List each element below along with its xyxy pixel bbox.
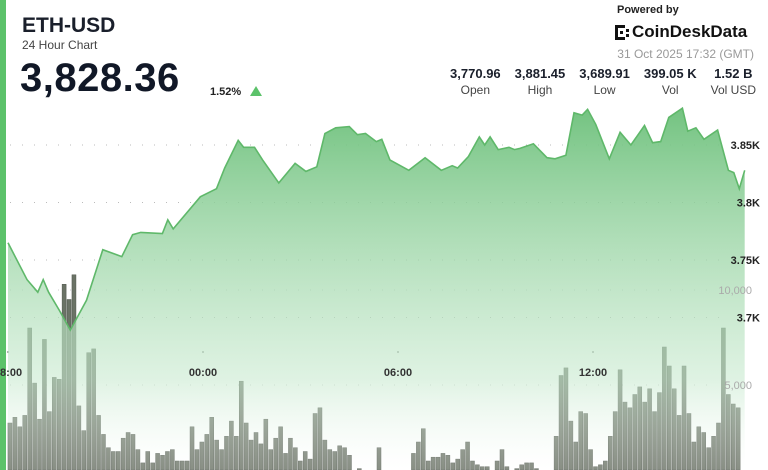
stat-value: 399.05 K: [643, 66, 697, 81]
stat-vol: 399.05 K Vol: [644, 66, 697, 97]
stat-open: 3,770.96 Open: [450, 66, 501, 97]
volume-tick-label: 10,000: [718, 285, 752, 297]
stat-value: 1.52 B: [714, 66, 753, 81]
brand-logo: CoinDeskData: [615, 22, 747, 42]
chart-subtitle: 24 Hour Chart: [22, 38, 98, 52]
timestamp: 31 Oct 2025 17:32 (GMT): [617, 47, 754, 61]
x-tick-label: 06:00: [384, 367, 412, 379]
y-tick-label: 3.8K: [737, 198, 760, 210]
coindesk-logo-icon: [615, 24, 629, 40]
stat-label: Low: [593, 83, 616, 97]
stat-label: Vol: [661, 83, 679, 97]
powered-by: Powered by: [617, 4, 679, 16]
stat-low: 3,689.91 Low: [579, 66, 630, 97]
current-price: 3,828.36: [20, 56, 180, 100]
brand-name: CoinDeskData: [632, 22, 748, 41]
y-tick-label: 3.75K: [731, 255, 760, 267]
x-tick-label: 00:00: [189, 367, 217, 379]
up-arrow-icon: [250, 86, 262, 96]
price-change: 1.52%: [210, 86, 242, 98]
stats-bar: 3,770.96 Open 3,881.45 High 3,689.91 Low 39…: [450, 66, 756, 97]
stat-vol-usd: 1.52 B Vol USD: [711, 66, 756, 97]
stat-label: Open: [460, 83, 491, 97]
y-tick-label: 3.7K: [737, 313, 760, 325]
y-tick-label: 3.85K: [731, 140, 760, 152]
stat-label: Vol USD: [710, 83, 756, 97]
x-tick-label: 12:00: [579, 367, 607, 379]
price-area: [8, 108, 745, 470]
symbol-title: ETH-USD: [22, 14, 116, 37]
stat-value: 3,689.91: [579, 66, 630, 81]
x-tick-label: 18:00: [0, 367, 22, 379]
stat-high: 3,881.45 High: [515, 66, 566, 97]
accent-stripe: [0, 0, 6, 470]
stat-value: 3,881.45: [514, 66, 566, 81]
stat-label: High: [527, 83, 553, 97]
volume-tick-label: 5,000: [724, 380, 752, 392]
stat-value: 3,770.96: [450, 66, 501, 81]
price-line: [7, 106, 746, 332]
